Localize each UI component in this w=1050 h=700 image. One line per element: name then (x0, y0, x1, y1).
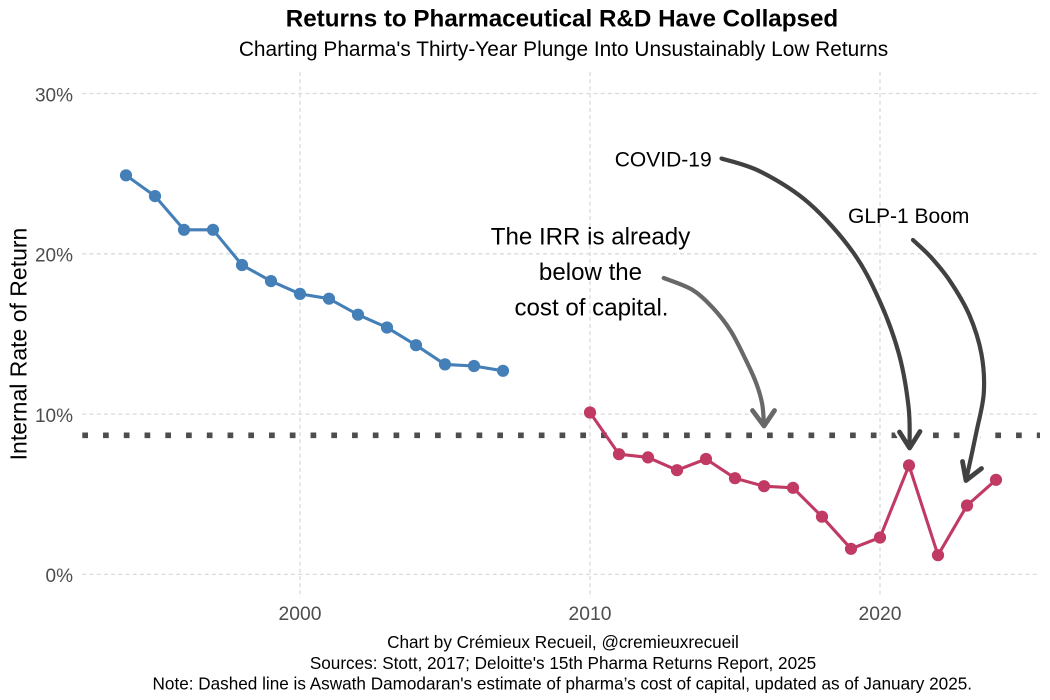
svg-text:Internal Rate of Return: Internal Rate of Return (6, 228, 32, 461)
svg-text:below the: below the (539, 259, 642, 286)
svg-text:30%: 30% (35, 85, 73, 106)
svg-text:2010: 2010 (569, 604, 612, 625)
svg-text:Sources: Stott, 2017; Deloitte: Sources: Stott, 2017; Deloitte's 15th Ph… (310, 653, 816, 673)
svg-text:2020: 2020 (859, 604, 902, 625)
svg-text:20%: 20% (35, 246, 73, 267)
svg-text:GLP-1 Boom: GLP-1 Boom (848, 205, 969, 228)
svg-text:10%: 10% (35, 406, 73, 427)
svg-text:Charting Pharma's Thirty-Year: Charting Pharma's Thirty-Year Plunge Int… (239, 38, 888, 61)
svg-text:Note: Dashed line is Aswath Da: Note: Dashed line is Aswath Damodaran's … (153, 674, 973, 694)
svg-text:Chart by Crémieux Recueil, @cr: Chart by Crémieux Recueil, @cremieuxrecu… (387, 632, 739, 652)
svg-text:COVID-19: COVID-19 (615, 148, 712, 171)
svg-text:0%: 0% (46, 566, 74, 587)
svg-text:The IRR is already: The IRR is already (491, 224, 691, 251)
svg-text:cost of capital.: cost of capital. (514, 295, 668, 322)
svg-text:Returns to Pharmaceutical R&D: Returns to Pharmaceutical R&D Have Colla… (286, 5, 838, 32)
svg-text:2000: 2000 (279, 604, 322, 625)
